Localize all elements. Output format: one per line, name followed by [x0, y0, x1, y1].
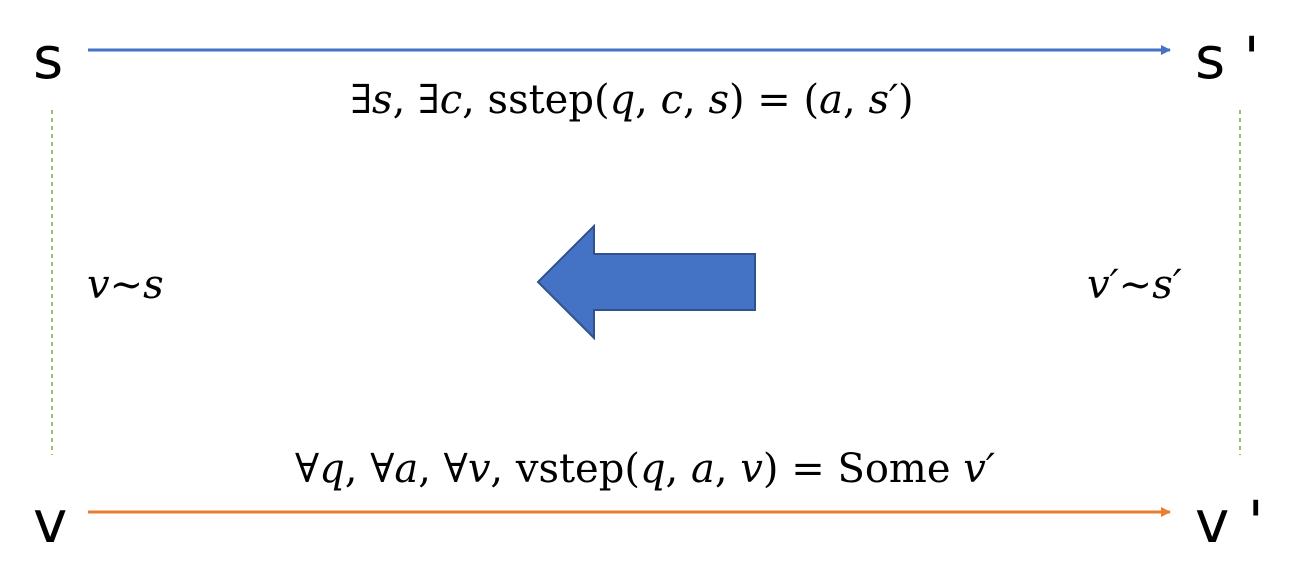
left-relation-label: v∼s — [87, 262, 164, 308]
node-v-prime: v ' — [1195, 488, 1264, 556]
node-v: v — [33, 488, 67, 556]
bottom-edge-label: ∀q, ∀a, ∀v, vstep(q, a, v) = Some v′ — [295, 446, 995, 492]
right-relation-label: v′∼s′ — [1087, 262, 1182, 308]
center-left-arrow — [536, 223, 756, 341]
top-edge-label: ∃s, ∃c, sstep(q, c, s) = (a, s′) — [350, 77, 913, 123]
node-s: s — [33, 24, 63, 92]
node-s-prime: s ' — [1195, 24, 1260, 92]
